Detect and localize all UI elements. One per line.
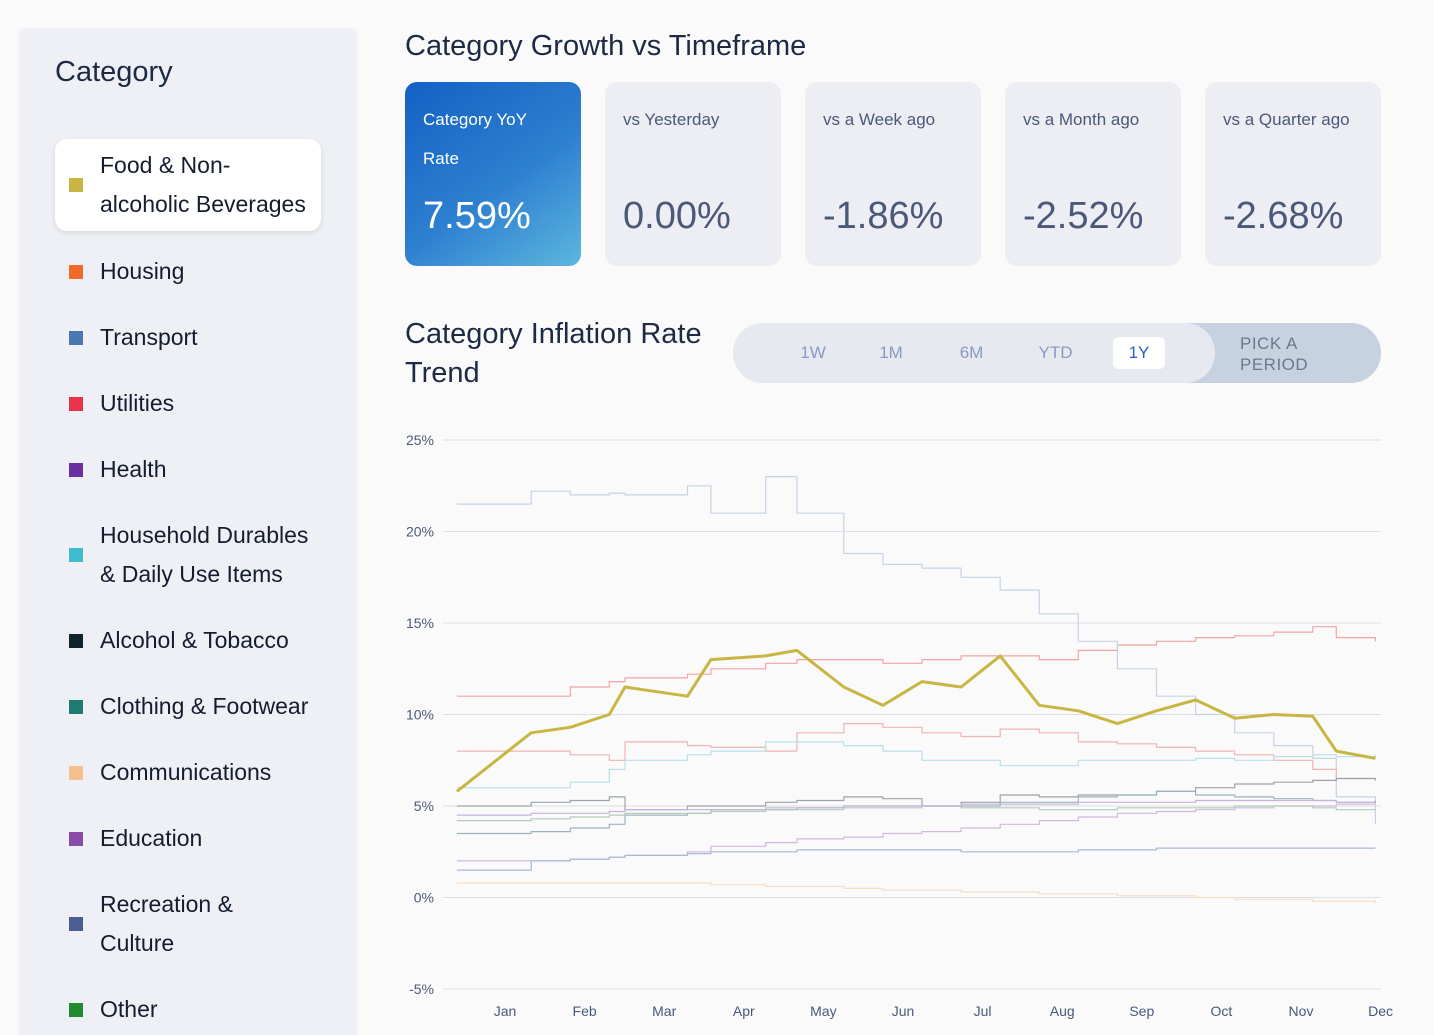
kpi-card-1: vs Yesterday 0.00% xyxy=(605,82,781,266)
category-label: Housing xyxy=(100,258,185,284)
chart-grid xyxy=(443,439,1381,990)
y-tick-label: 20% xyxy=(406,524,434,540)
kpi-card-value: -1.86% xyxy=(823,195,944,237)
period-buttons: 1W 1M 6M YTD 1Y xyxy=(733,323,1215,383)
category-item-3[interactable]: Utilities xyxy=(55,384,321,423)
y-tick-label: 5% xyxy=(414,798,434,814)
series-line-health xyxy=(456,799,1376,816)
category-swatch xyxy=(69,264,83,279)
x-tick-label: Apr xyxy=(733,1003,755,1019)
category-label: Utilities xyxy=(100,390,175,416)
kpi-card-label: vs a Quarter ago xyxy=(1223,110,1350,129)
period-button-1w[interactable]: 1W xyxy=(800,343,826,362)
category-swatch xyxy=(69,396,83,411)
category-item-5[interactable]: Household Durables & Daily Use Items xyxy=(55,516,321,594)
inflation-trend-chart: 25% 20% 15% 10% 5% 0% -5% Jan Feb Mar Apr May Jun Ju… xyxy=(406,432,1393,1019)
category-label: Household Durables & Daily Use Items xyxy=(100,522,309,587)
x-tick-label: Dec xyxy=(1368,1003,1393,1019)
category-swatch xyxy=(69,765,83,780)
category-label: Alcohol & Tobacco xyxy=(100,627,289,653)
x-tick-label: May xyxy=(810,1003,836,1019)
category-swatch xyxy=(69,462,83,477)
category-swatch xyxy=(69,917,83,931)
chart-series xyxy=(455,476,1376,903)
x-tick-label: Sep xyxy=(1129,1003,1154,1019)
x-tick-label: Jun xyxy=(892,1003,915,1019)
category-swatch xyxy=(69,1002,83,1017)
category-label: Clothing & Footwear xyxy=(100,693,309,719)
x-tick-label: Jan xyxy=(494,1003,517,1019)
category-swatch xyxy=(69,633,83,648)
category-label: Other xyxy=(100,996,158,1022)
series-line-other xyxy=(456,805,1376,822)
series-line-alcohol-tobacco xyxy=(456,777,1376,811)
category-label: Food & Non-alcoholic Beverages xyxy=(100,152,306,217)
page-title: Category Growth vs Timeframe xyxy=(405,30,807,62)
series-line-education xyxy=(456,802,1376,862)
category-label: Recreation & Culture xyxy=(100,891,233,956)
series-line-household-durables xyxy=(456,741,1376,789)
category-sidebar: Category Food & Non-alcoholic Beverages H… xyxy=(19,28,357,1035)
category-label: Communications xyxy=(100,759,272,785)
kpi-card-value: 7.59% xyxy=(423,195,531,237)
period-button-6m[interactable]: 6M xyxy=(959,343,984,362)
kpi-card-3: vs a Month ago -2.52% xyxy=(1005,82,1181,266)
kpi-card-value: -2.52% xyxy=(1023,195,1144,237)
category-swatch xyxy=(69,831,83,846)
category-swatch xyxy=(69,699,83,714)
x-tick-label: Aug xyxy=(1050,1003,1075,1019)
kpi-card-2: vs a Week ago -1.86% xyxy=(805,82,981,266)
trend-title: Category Inflation Rate Trend xyxy=(405,318,702,389)
category-item-1[interactable]: Housing xyxy=(55,252,321,291)
y-tick-label: -5% xyxy=(409,981,434,997)
series-line-communications xyxy=(456,882,1376,903)
category-label: Education xyxy=(100,825,203,851)
category-item-10[interactable]: Recreation & Culture xyxy=(55,885,321,963)
x-tick-label: Feb xyxy=(573,1003,597,1019)
y-tick-label: 10% xyxy=(406,707,434,723)
y-axis-ticks: 25% 20% 15% 10% 5% 0% -5% xyxy=(406,432,434,997)
series-line-transport xyxy=(456,476,1376,825)
category-swatch xyxy=(69,330,83,345)
category-item-4[interactable]: Health xyxy=(55,450,321,489)
x-tick-label: Oct xyxy=(1211,1003,1233,1019)
period-button-ytd[interactable]: YTD xyxy=(1038,343,1073,362)
y-tick-label: 25% xyxy=(406,432,434,448)
x-tick-label: Nov xyxy=(1289,1003,1314,1019)
category-swatch xyxy=(69,548,83,562)
kpi-card-4: vs a Quarter ago -2.68% xyxy=(1205,82,1381,266)
pick-period-button[interactable]: PICK A PERIOD xyxy=(1240,334,1309,374)
sidebar-title: Category xyxy=(55,56,173,88)
category-item-7[interactable]: Clothing & Footwear xyxy=(55,687,321,726)
category-item-2[interactable]: Transport xyxy=(55,318,321,357)
category-label: Transport xyxy=(100,324,198,350)
y-tick-label: 15% xyxy=(406,615,434,631)
x-tick-label: Mar xyxy=(652,1003,676,1019)
period-selector: 1W 1M 6M YTD 1Y PICK A PERIOD xyxy=(733,323,1381,383)
series-line-clothing-footwear xyxy=(456,790,1376,835)
category-item-9[interactable]: Education xyxy=(55,819,321,858)
kpi-card-label: Category YoY Rate xyxy=(423,110,527,168)
category-label: Health xyxy=(100,456,167,482)
category-item-6[interactable]: Alcohol & Tobacco xyxy=(55,621,321,660)
series-line-utilities xyxy=(456,723,1376,781)
period-button-1m[interactable]: 1M xyxy=(879,343,903,362)
period-button-1y[interactable]: 1Y xyxy=(1113,337,1165,369)
kpi-card-label: vs Yesterday xyxy=(623,110,720,129)
x-axis-ticks: Jan Feb Mar Apr May Jun Jul Aug Sep Oct Nov Dec xyxy=(494,1003,1393,1019)
kpi-card-value: 0.00% xyxy=(623,195,731,237)
kpi-card-value: -2.68% xyxy=(1223,195,1344,237)
kpi-card-0: Category YoY Rate 7.59% xyxy=(405,82,581,266)
series-line-recreation-culture xyxy=(456,847,1376,871)
category-item-0[interactable]: Food & Non-alcoholic Beverages xyxy=(55,139,321,231)
kpi-card-label: vs a Week ago xyxy=(823,110,936,129)
x-tick-label: Jul xyxy=(974,1003,992,1019)
category-item-11[interactable]: Other xyxy=(55,990,321,1029)
category-item-8[interactable]: Communications xyxy=(55,753,321,792)
series-line-food-non-alcoholic-beverages xyxy=(455,648,1376,793)
y-tick-label: 0% xyxy=(414,890,434,906)
kpi-card-label: vs a Month ago xyxy=(1023,110,1140,129)
series-line-housing xyxy=(456,626,1376,697)
category-swatch xyxy=(69,178,83,192)
